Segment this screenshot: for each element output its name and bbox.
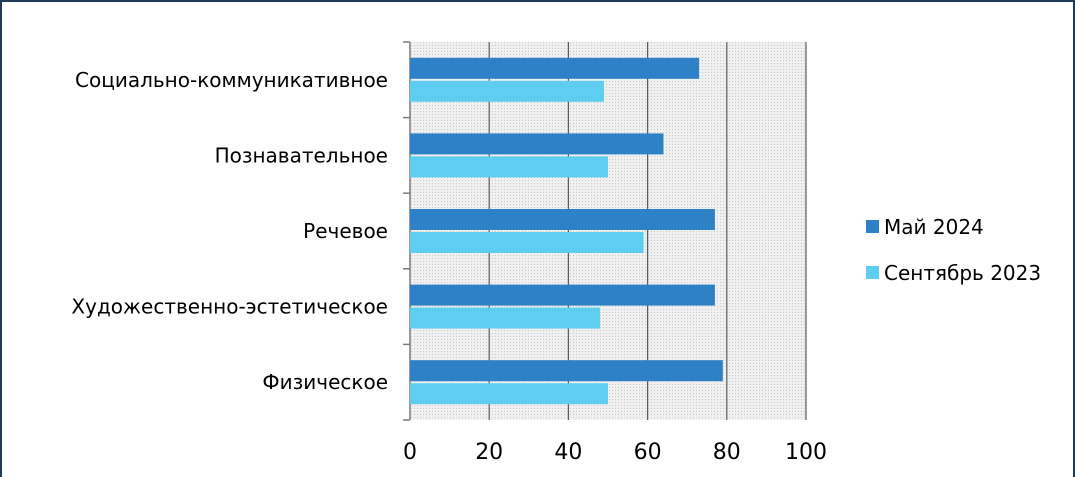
gridlines	[488, 42, 807, 420]
bar	[410, 383, 608, 405]
bars	[410, 57, 723, 405]
x-tick-label: 20	[475, 440, 503, 465]
bar	[410, 307, 601, 329]
legend-swatch	[866, 266, 879, 279]
category-label: Физическое	[262, 370, 388, 394]
legend-label: Май 2024	[884, 215, 984, 239]
legend-label: Сентябрь 2023	[884, 261, 1041, 285]
bar	[410, 57, 700, 79]
bar	[410, 80, 605, 102]
category-label: Познавательное	[215, 143, 388, 167]
bar	[410, 360, 723, 382]
x-tick-label: 80	[713, 440, 741, 465]
y-axis	[403, 41, 411, 421]
category-label: Речевое	[303, 219, 388, 243]
category-labels: Социально-коммуникативное Познавательное Р…	[71, 68, 388, 394]
category-label: Социально-коммуникативное	[75, 68, 388, 92]
bar	[410, 209, 715, 230]
legend: Май 2024 Сентябрь 2023	[866, 215, 1041, 285]
x-tick-label: 0	[403, 440, 417, 465]
bar	[410, 156, 608, 178]
bar	[410, 133, 664, 155]
bar	[410, 284, 715, 306]
x-tick-labels: 0 20 40 60 80 100	[403, 440, 827, 465]
legend-swatch	[866, 220, 879, 233]
plot-area	[410, 42, 806, 420]
bar	[410, 232, 644, 253]
x-tick-label: 60	[634, 440, 662, 465]
x-tick-label: 100	[785, 440, 827, 465]
category-label: Художественно-эстетическое	[71, 295, 388, 319]
x-tick-label: 40	[554, 440, 582, 465]
